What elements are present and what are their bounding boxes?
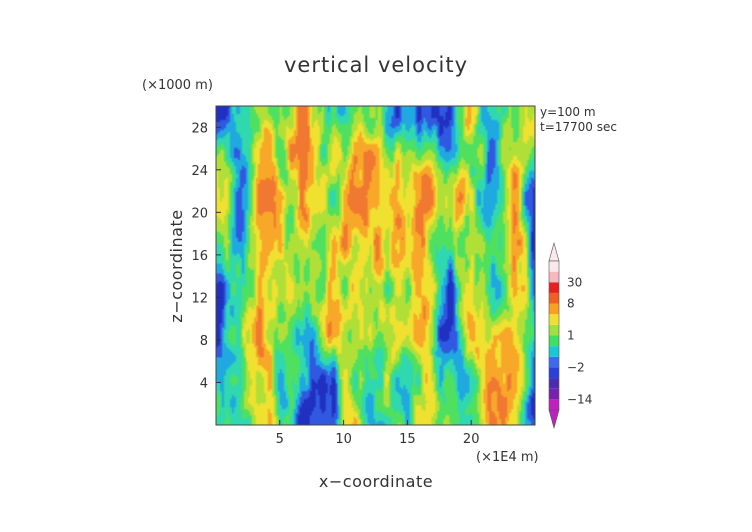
x-axis-label: x−coordinate [319,472,433,491]
info-line-y: y=100 m [540,105,596,119]
heatmap-image [216,106,535,425]
y-unit-label: (×1000 m) [142,78,213,93]
y-tick-label: 12 [191,291,208,306]
y-tick-label: 16 [191,249,208,264]
x-tick-label: 15 [399,432,416,447]
colorbar-segment [549,292,559,304]
colorbar-label: 1 [567,329,575,343]
colorbar-label: −2 [567,360,585,374]
x-tick-label: 10 [335,432,352,447]
colorbar-segment [549,399,559,410]
colorbar-segment [549,314,559,325]
colorbar-segment [549,356,559,368]
colorbar-segment [549,303,559,315]
y-tick-label: 8 [200,334,208,349]
colorbar-segment [549,378,559,389]
colorbar-segment [549,367,559,379]
colorbar-segment [549,271,559,283]
x-tick-label: 20 [463,432,480,447]
x-tick-label: 5 [276,432,284,447]
colorbar-segment [549,388,559,400]
x-axis: 5 10 15 20 [276,420,480,447]
colorbar-frame [548,260,560,411]
colorbar-label: 30 [567,275,582,289]
heatmap-field [216,106,535,425]
y-tick-label: 20 [191,206,208,221]
y-tick-label: 28 [191,121,208,136]
plot-frame [215,105,536,426]
colorbar: 30 8 1 −2 −14 [548,241,592,430]
colorbar-segment [549,261,559,272]
colorbar-label: 8 [567,297,575,311]
chart-title: vertical velocity [284,53,468,77]
x-unit-label: (×1E4 m) [476,450,539,465]
colorbar-segment [549,282,559,293]
y-axis: 4 8 12 16 20 24 28 [191,121,221,391]
colorbar-bottom-arrow [548,409,560,430]
y-axis-label: z−coordinate [167,209,186,322]
colorbar-segment [549,346,559,357]
colorbar-top-arrow [548,241,560,262]
info-line-t: t=17700 sec [540,120,617,134]
colorbar-segment [549,335,559,347]
colorbar-label: −14 [567,392,592,406]
y-tick-label: 4 [200,376,208,391]
y-tick-label: 24 [191,164,208,179]
colorbar-segment [549,324,559,336]
